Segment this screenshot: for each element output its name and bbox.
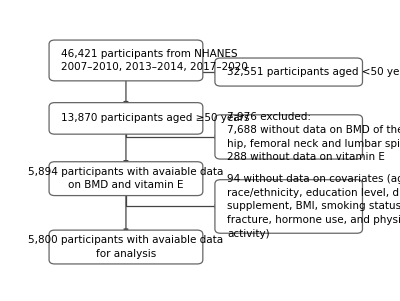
Text: 5,800 participants with avaiable data
for analysis: 5,800 participants with avaiable data fo… [28, 235, 224, 259]
Text: 7,976 excluded:
7,688 without data on BMD of the total
hip, femoral neck and lum: 7,976 excluded: 7,688 without data on BM… [227, 112, 400, 162]
FancyBboxPatch shape [49, 40, 203, 81]
FancyBboxPatch shape [215, 115, 362, 159]
Text: 94 without data on covariates (age, sex,
race/ethnicity, education level, dietar: 94 without data on covariates (age, sex,… [227, 174, 400, 239]
Text: 46,421 participants from NHANES
2007–2010, 2013–2014, 2017–2020: 46,421 participants from NHANES 2007–201… [62, 49, 248, 72]
FancyBboxPatch shape [215, 58, 362, 86]
Text: 13,870 participants aged ≥50 years: 13,870 participants aged ≥50 years [62, 113, 250, 123]
FancyBboxPatch shape [49, 103, 203, 134]
FancyBboxPatch shape [215, 180, 362, 233]
FancyBboxPatch shape [49, 162, 203, 196]
Text: 5,894 participants with avaiable data
on BMD and vitamin E: 5,894 participants with avaiable data on… [28, 167, 224, 191]
FancyBboxPatch shape [49, 230, 203, 264]
Text: 32,551 participants aged <50 years: 32,551 participants aged <50 years [227, 67, 400, 77]
